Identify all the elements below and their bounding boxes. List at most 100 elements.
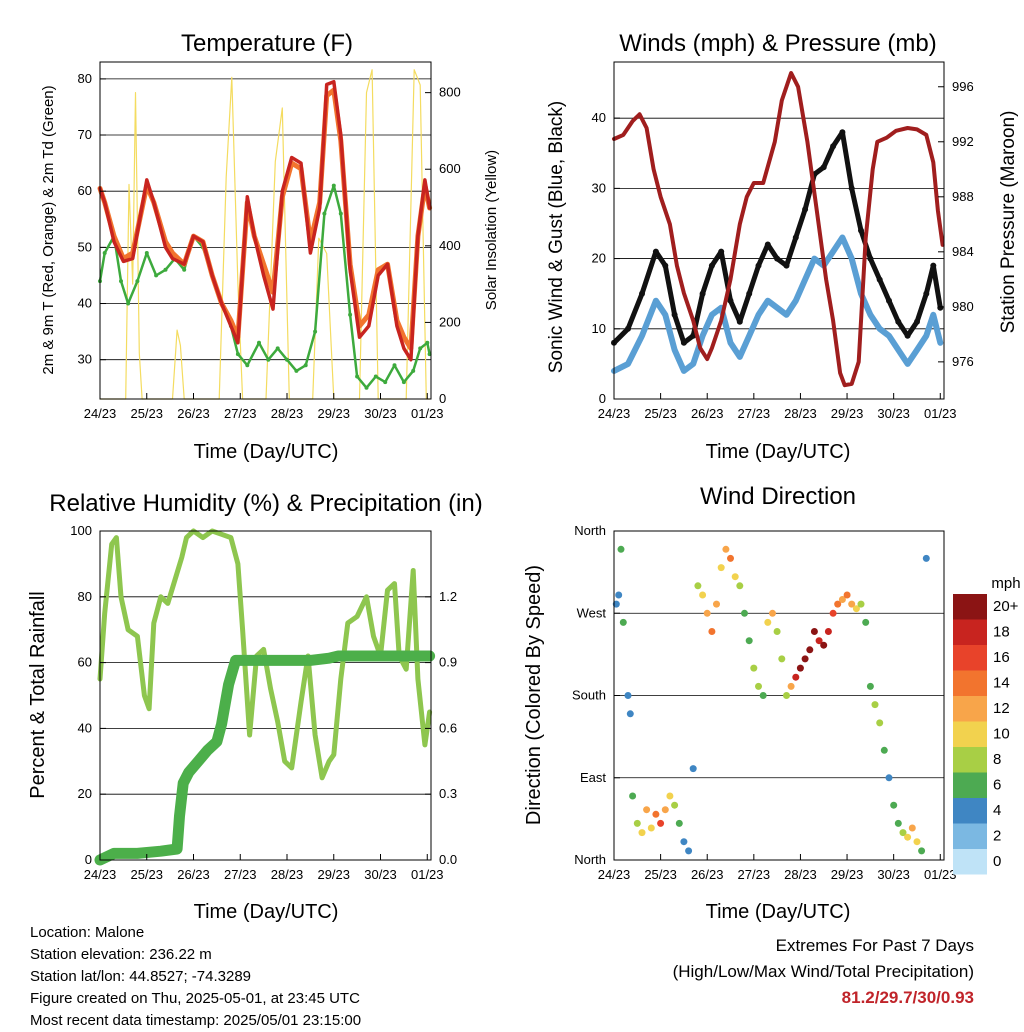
y-tick-label: 0.0 — [439, 852, 457, 867]
winds-panel: Winds (mph) & Pressure (mb) 24/23 25/23 26… — [546, 30, 1019, 463]
y-tick-label: East — [580, 770, 606, 785]
direction-point — [773, 628, 781, 635]
direction-point — [894, 819, 902, 827]
y-tick-label: 30 — [78, 352, 92, 367]
direction-point — [787, 682, 795, 690]
direction-point — [708, 628, 716, 635]
x-tick-label: 26/23 — [691, 406, 724, 421]
direction-point — [796, 664, 804, 672]
legend-swatch — [953, 696, 987, 722]
winds-y-label-left: Sonic Wind & Gust (Blue, Black) — [546, 101, 567, 373]
gust-point — [755, 262, 762, 269]
dewpoint-point — [235, 352, 240, 357]
legend-label: 20+ — [993, 598, 1019, 615]
direction-point — [727, 554, 734, 562]
x-tick-label: 01/23 — [411, 406, 444, 421]
temperature-gridlines — [100, 78, 431, 361]
gust-point — [923, 290, 930, 297]
temperature-y-label-left: 2m & 9m T (Red, Orange) & 2m Td (Green) — [40, 85, 57, 374]
temperature-series — [97, 69, 433, 400]
y-tick-label: North — [574, 523, 606, 538]
dewpoint-line — [98, 184, 431, 390]
direction-point — [899, 829, 907, 837]
winds-x-label: Time (Day/UTC) — [706, 441, 851, 463]
gust-point — [764, 241, 771, 248]
extremes-heading: Extremes For Past 7 Days — [775, 936, 974, 955]
x-tick-label: 25/23 — [130, 406, 163, 421]
direction-point — [626, 710, 634, 718]
x-tick-label: 28/23 — [271, 867, 304, 882]
direction-panel: Wind Direction 24/23 25/23 26/23 27/23 28/23… — [523, 483, 1021, 923]
speed-legend: 20+ 18 16 14 12 10 8 6 4 2 0 — [953, 594, 1019, 875]
direction-point — [848, 600, 856, 608]
legend-swatch — [953, 670, 987, 696]
direction-point — [619, 618, 627, 626]
direction-point — [685, 847, 693, 855]
dewpoint-point — [135, 279, 140, 284]
dewpoint-point — [257, 340, 261, 345]
direction-point — [857, 600, 865, 608]
gust-point — [848, 185, 855, 192]
direction-point — [769, 609, 776, 617]
direction-point — [810, 628, 818, 635]
direction-point — [694, 582, 702, 590]
y-tick-label: 20 — [78, 786, 92, 801]
direction-point — [629, 792, 637, 800]
dewpoint-point — [102, 251, 107, 255]
direction-point — [876, 719, 884, 727]
direction-point — [871, 701, 879, 709]
direction-point — [643, 806, 651, 814]
dewpoint-point — [383, 380, 388, 385]
legend-label: 8 — [993, 751, 1001, 768]
direction-point — [913, 838, 921, 846]
direction-point — [736, 582, 744, 590]
x-tick-label: 24/23 — [598, 867, 631, 882]
legend-label: 2 — [993, 828, 1001, 845]
temperature-2m-line — [98, 79, 432, 362]
x-tick-label: 27/23 — [224, 406, 257, 421]
gust-point — [718, 248, 725, 255]
y-tick-label: 60 — [78, 183, 92, 198]
humidity-y-label-left: Percent & Total Rainfall — [27, 591, 49, 799]
temperature-x-label: Time (Day/UTC) — [194, 441, 339, 463]
direction-point — [829, 609, 837, 617]
y-tick-label: 10 — [592, 321, 606, 336]
direction-point — [918, 847, 926, 855]
y-tick-label: 80 — [78, 589, 92, 604]
direction-point — [922, 554, 930, 562]
direction-point — [866, 682, 874, 690]
direction-point — [652, 810, 660, 818]
x-tick-label: 25/23 — [130, 867, 163, 882]
y-tick-label: 0.3 — [439, 786, 457, 801]
direction-point — [699, 591, 707, 599]
gust-point — [930, 262, 937, 269]
direction-point — [862, 618, 870, 626]
temperature-y-ticks-left: 30 40 50 60 70 80 — [78, 71, 106, 367]
legend-swatch — [953, 721, 987, 747]
x-tick-label: 24/23 — [598, 406, 631, 421]
y-tick-label: 400 — [439, 238, 461, 253]
direction-point — [647, 824, 655, 832]
extremes-subheading: (High/Low/Max Wind/Total Precipitation) — [672, 962, 974, 981]
direction-point — [717, 564, 725, 572]
y-tick-label: 988 — [952, 189, 974, 204]
dewpoint-point — [245, 363, 250, 368]
direction-point — [880, 746, 888, 754]
dewpoint-point — [163, 267, 168, 272]
gust-point — [858, 227, 864, 234]
direction-point — [820, 641, 828, 649]
direction-point — [657, 819, 665, 827]
direction-point — [838, 596, 846, 603]
station-location: Location: Malone — [30, 924, 145, 941]
legend-swatch — [953, 849, 987, 875]
gust-point — [783, 262, 790, 269]
temperature-title: Temperature (F) — [181, 30, 353, 57]
gust-point — [639, 290, 645, 297]
x-tick-label: 01/23 — [411, 867, 444, 882]
pressure-line — [612, 71, 945, 388]
temperature-panel: Temperature (F) 24/23 25/23 26/23 27/23 28/2… — [40, 30, 500, 463]
winds-y-label-right: Station Pressure (Maroon) — [998, 111, 1019, 334]
humidity-title: Relative Humidity (%) & Precipitation (i… — [49, 490, 482, 517]
direction-point — [741, 609, 748, 617]
gust-point — [708, 262, 715, 269]
